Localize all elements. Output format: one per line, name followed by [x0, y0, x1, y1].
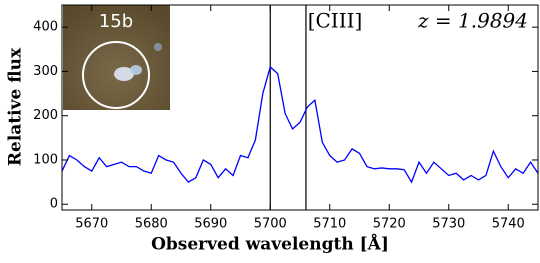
y-axis-label: Relative flux: [6, 47, 26, 166]
x-tick-label: 5740: [492, 217, 525, 232]
annotation: [CIII]: [308, 9, 363, 33]
x-tick-label: 5690: [194, 217, 227, 232]
x-tick-label: 5720: [373, 217, 406, 232]
y-tick-label: 400: [33, 20, 58, 35]
x-tick-label: 5670: [75, 217, 108, 232]
y-tick-label: 200: [33, 108, 58, 123]
x-axis-label: Observed wavelength [Å]: [151, 233, 389, 255]
y-tick-label: 0: [50, 197, 58, 212]
inset-image: 15b: [63, 5, 170, 110]
inset-label: 15b: [99, 11, 133, 32]
plot-frame: [61, 4, 539, 211]
x-tick-label: 5710: [313, 217, 346, 232]
y-tick-label: 100: [33, 152, 58, 167]
spectrum-line: [61, 65, 539, 184]
x-tick-label: 5730: [432, 217, 465, 232]
x-tick-label: 5680: [135, 217, 168, 232]
y-tick-label: 300: [33, 64, 58, 79]
annotation: z = 1.9894: [417, 9, 528, 33]
x-tick-label: 5700: [254, 217, 287, 232]
